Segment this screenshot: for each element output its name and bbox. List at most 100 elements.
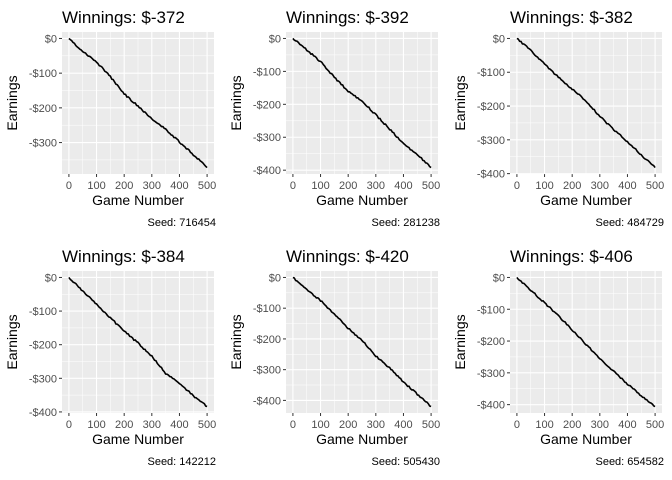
earnings-line [292,37,432,169]
earnings-line [68,37,208,169]
earnings-line [68,276,208,408]
x-tick-label: 300 [591,419,609,431]
x-tick-label: 500 [646,419,664,431]
chart-panel-3: 0 100 200 300 400 500 $0 -$100 -$200 -$300 -$400 Wi… [452,8,664,229]
x-tick-label: 500 [198,180,216,192]
x-tick-label: 0 [290,419,296,431]
y-tick-label: -$100 [253,66,281,78]
x-axis-title: Game Number [540,192,632,208]
x-tick-label: 200 [339,180,357,192]
chart-panel-5: 0 100 200 300 400 500 $0 -$100 -$200 -$300 -$400 Wi… [228,247,440,468]
seed-caption: Seed: 484729 [595,217,664,229]
y-tick-label: -$200 [477,101,505,113]
chart-panel-6: 0 100 200 300 400 500 $0 -$100 -$200 -$300 -$400 Wi… [452,247,664,468]
y-tick-label: -$100 [477,304,505,316]
x-tick-label: 500 [646,180,664,192]
panel-title: Winnings: $-420 [286,247,409,266]
y-tick-label: -$100 [29,68,57,80]
chart-panel-1: 0 100 200 300 400 500 $0 -$100 -$200 -$300 Winning… [4,8,216,229]
x-tick-label: 0 [290,180,296,192]
y-tick-label: $0 [493,33,505,45]
earnings-line [292,276,432,408]
y-tick-label: -$300 [477,368,505,380]
y-tick-label: -$400 [477,169,505,181]
y-axis-title: Earnings [452,75,468,130]
y-tick-label: -$400 [29,407,57,419]
x-tick-label: 100 [311,419,329,431]
y-axis-title: Earnings [4,314,20,369]
x-tick-label: 200 [563,180,581,192]
y-tick-label: -$300 [477,135,505,147]
x-tick-label: 300 [591,180,609,192]
x-tick-label: 0 [514,180,520,192]
x-tick-label: 400 [394,419,412,431]
y-axis-title: Earnings [228,314,244,369]
y-tick-label: $0 [45,272,57,284]
x-axis-title: Game Number [92,192,184,208]
y-tick-label: -$100 [29,306,57,318]
x-axis-title: Game Number [92,431,184,447]
y-tick-label: -$100 [477,67,505,79]
x-tick-label: 200 [339,419,357,431]
y-axis-title: Earnings [228,75,244,130]
y-axis-title: Earnings [452,314,468,369]
y-tick-label: -$200 [477,336,505,348]
panel-title: Winnings: $-382 [510,8,633,27]
y-tick-label: $0 [269,33,281,45]
x-tick-label: 400 [170,419,188,431]
x-tick-label: 300 [143,180,161,192]
x-tick-label: 500 [422,419,440,431]
y-tick-label: -$100 [253,303,281,315]
x-tick-label: 300 [143,419,161,431]
x-tick-label: 400 [170,180,188,192]
seed-caption: Seed: 505430 [371,456,440,468]
y-tick-label: -$300 [29,138,57,150]
y-tick-label: -$200 [253,99,281,111]
earnings-line [516,276,656,408]
x-tick-label: 300 [367,180,385,192]
x-tick-label: 400 [618,180,636,192]
chart-panel-4: 0 100 200 300 400 500 $0 -$100 -$200 -$300 -$400 Wi… [4,247,216,468]
x-tick-label: 400 [618,419,636,431]
x-tick-label: 100 [535,419,553,431]
x-tick-label: 0 [66,419,72,431]
panel-title: Winnings: $-384 [62,247,185,266]
x-tick-label: 300 [367,419,385,431]
y-tick-label: $0 [269,272,281,284]
y-tick-label: -$300 [253,365,281,377]
x-tick-label: 100 [87,180,105,192]
y-axis-title: Earnings [4,75,20,130]
x-tick-label: 500 [198,419,216,431]
y-tick-label: -$200 [253,334,281,346]
x-tick-label: 0 [514,419,520,431]
seed-caption: Seed: 716454 [147,217,216,229]
y-tick-label: -$400 [477,400,505,412]
y-tick-label: $0 [45,33,57,45]
x-tick-label: 200 [115,419,133,431]
y-tick-label: -$300 [29,373,57,385]
x-tick-label: 200 [563,419,581,431]
x-axis-title: Game Number [540,431,632,447]
y-tick-label: -$300 [253,132,281,144]
x-axis-title: Game Number [316,192,408,208]
x-tick-label: 100 [535,180,553,192]
x-tick-label: 400 [394,180,412,192]
panel-title: Winnings: $-406 [510,247,633,266]
chart-panel-2: 0 100 200 300 400 500 $0 -$100 -$200 -$300 -$400 Wi… [228,8,440,229]
earnings-line [516,37,656,169]
seed-caption: Seed: 142212 [147,456,216,468]
y-tick-label: -$200 [29,340,57,352]
x-tick-label: 100 [87,419,105,431]
x-tick-label: 100 [311,180,329,192]
seed-caption: Seed: 281238 [371,217,440,229]
x-tick-label: 200 [115,180,133,192]
panel-title: Winnings: $-392 [286,8,409,27]
y-tick-label: -$400 [253,165,281,177]
panel-title: Winnings: $-372 [62,8,185,27]
x-tick-label: 500 [422,180,440,192]
x-tick-label: 0 [66,180,72,192]
y-tick-label: $0 [493,272,505,284]
seed-caption: Seed: 654582 [595,456,664,468]
y-tick-label: -$400 [253,395,281,407]
